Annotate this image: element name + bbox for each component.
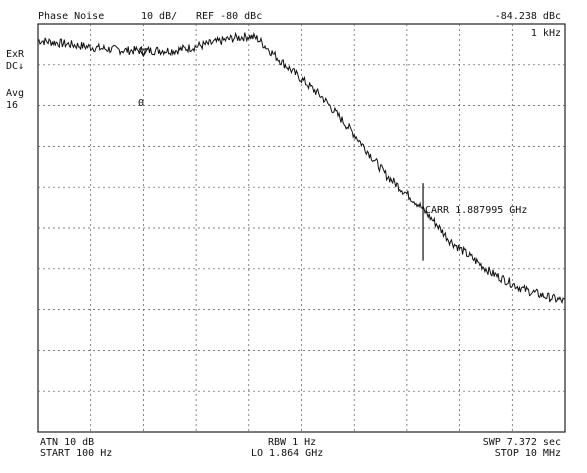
graticule: [37, 23, 566, 433]
carrier-annotation: CARR 1.887995 GHz: [425, 205, 528, 216]
marker-frequency: 1 kHz: [530, 28, 561, 39]
coupling-label: DC↓: [6, 61, 25, 72]
input-label: ExR: [6, 49, 25, 60]
start-frequency: START 100 Hz: [40, 448, 113, 459]
measurement-title: Phase Noise: [38, 11, 105, 22]
averaging-label: Avg: [6, 88, 25, 99]
marker-number: 0: [138, 98, 145, 109]
rbw-readout: RBW 1 Hz: [268, 437, 317, 448]
stop-frequency: STOP 10 MHz: [494, 448, 561, 459]
lo-frequency: LO 1.864 GHz: [251, 448, 324, 459]
scale-readout: 10 dB/: [141, 11, 178, 22]
marker-amplitude: -84.238 dBc: [494, 11, 561, 22]
marker-triangle-icon: [138, 48, 149, 58]
attenuation-readout: ATN 10 dB: [40, 437, 95, 448]
phase-noise-trace: [37, 31, 566, 305]
sweep-time: SWP 7.372 sec: [482, 437, 561, 448]
reference-level: REF -80 dBc: [196, 11, 263, 22]
averaging-count: 16: [6, 100, 19, 111]
trace-layer: [37, 31, 566, 305]
